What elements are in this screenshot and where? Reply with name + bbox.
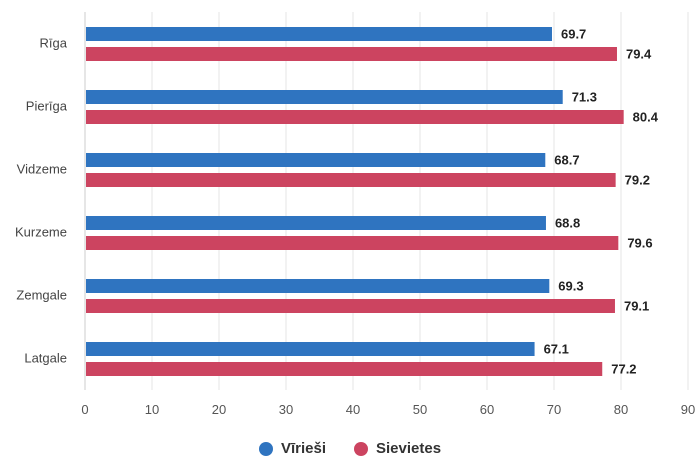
legend-marker-series-1 [258, 441, 273, 456]
bar-series-2-0 [86, 47, 617, 61]
x-tick-label-5: 50 [413, 402, 427, 417]
bar-series-2-3 [86, 236, 619, 250]
legend-item-series-1[interactable]: Vīrieši [258, 440, 326, 457]
bar-series-1-3 [86, 216, 546, 230]
legend: Vīrieši Sievietes [0, 440, 700, 457]
legend-label-series-2: Sievietes [375, 440, 442, 457]
bar-series-1-0 [86, 27, 552, 41]
y-category-label-2: Vidzeme [17, 161, 67, 176]
data-label-series-2-5: 77.2 [611, 361, 636, 376]
data-label-series-1-3: 68.8 [555, 215, 580, 230]
x-tick-label-9: 90 [681, 402, 695, 417]
y-category-label-0: Rīga [40, 35, 68, 50]
legend-marker-series-2 [353, 441, 368, 456]
y-category-label-1: Pierīga [26, 98, 68, 113]
bar-series-1-4 [86, 279, 550, 293]
data-label-series-2-2: 79.2 [625, 172, 650, 187]
data-label-series-2-3: 79.6 [627, 235, 652, 250]
x-tick-label-8: 80 [614, 402, 628, 417]
x-tick-label-6: 60 [480, 402, 494, 417]
bar-series-1-1 [86, 90, 563, 104]
x-tick-label-4: 40 [346, 402, 360, 417]
legend-label-series-1: Vīrieši [280, 440, 326, 457]
data-label-series-2-1: 80.4 [633, 109, 659, 124]
bar-series-2-2 [86, 173, 616, 187]
x-tick-label-0: 0 [81, 402, 88, 417]
x-tick-label-7: 70 [547, 402, 561, 417]
bar-series-2-5 [86, 362, 603, 376]
data-label-series-1-0: 69.7 [561, 26, 586, 41]
x-tick-label-3: 30 [279, 402, 293, 417]
y-category-label-3: Kurzeme [15, 224, 67, 239]
legend-item-series-2[interactable]: Sievietes [353, 440, 442, 457]
bar-series-2-4 [86, 299, 615, 313]
data-label-series-1-5: 67.1 [544, 341, 569, 356]
x-tick-label-2: 20 [212, 402, 226, 417]
x-tick-label-1: 10 [145, 402, 159, 417]
data-label-series-1-2: 68.7 [554, 152, 579, 167]
data-label-series-1-4: 69.3 [558, 278, 583, 293]
bar-series-1-2 [86, 153, 546, 167]
data-label-series-1-1: 71.3 [572, 89, 597, 104]
y-category-label-4: Zemgale [16, 287, 67, 302]
data-label-series-2-0: 79.4 [626, 46, 652, 61]
y-category-label-5: Latgale [24, 350, 67, 365]
data-label-series-2-4: 79.1 [624, 298, 649, 313]
bar-series-2-1 [86, 110, 624, 124]
bar-series-1-5 [86, 342, 535, 356]
